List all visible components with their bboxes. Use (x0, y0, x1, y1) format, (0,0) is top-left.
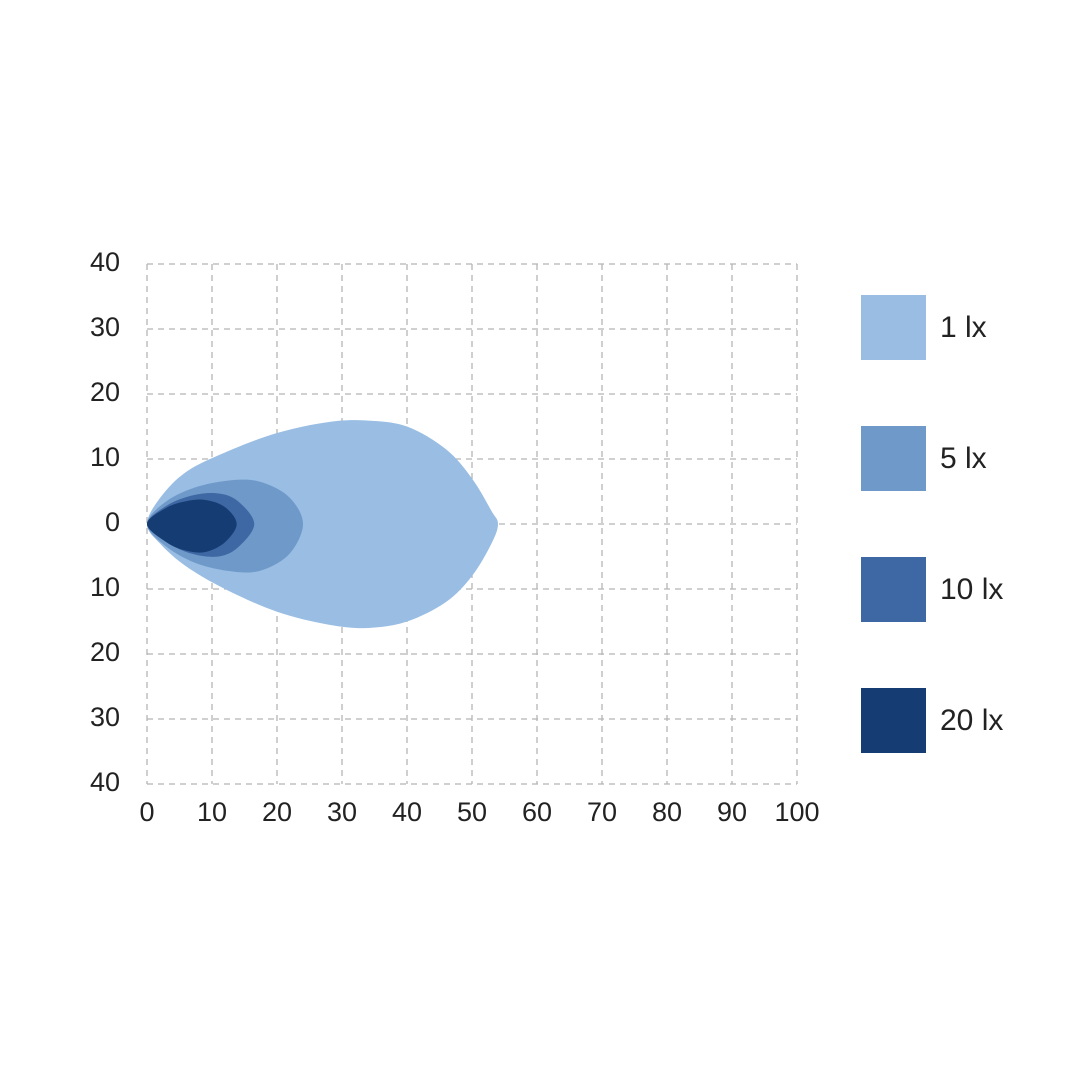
legend-swatch (861, 688, 926, 753)
y-tick-label: 20 (90, 637, 120, 667)
y-tick-label: 10 (90, 572, 120, 602)
x-tick-label: 30 (327, 797, 357, 827)
legend-label: 10 lx (940, 573, 1003, 606)
isolux-area (147, 499, 237, 553)
y-tick-label: 40 (90, 247, 120, 277)
x-tick-label: 100 (774, 797, 819, 827)
legend-swatch (861, 295, 926, 360)
x-tick-label: 80 (652, 797, 682, 827)
legend-swatch (861, 557, 926, 622)
x-tick-label: 50 (457, 797, 487, 827)
y-tick-label: 20 (90, 377, 120, 407)
x-tick-label: 10 (197, 797, 227, 827)
x-tick-label: 40 (392, 797, 422, 827)
x-tick-label: 20 (262, 797, 292, 827)
y-tick-label: 30 (90, 702, 120, 732)
x-tick-label: 60 (522, 797, 552, 827)
y-tick-label: 40 (90, 767, 120, 797)
isolux-area (147, 420, 498, 629)
x-tick-label: 70 (587, 797, 617, 827)
y-tick-label: 30 (90, 312, 120, 342)
legend-label: 5 lx (940, 442, 987, 475)
legend-label: 1 lx (940, 311, 987, 344)
x-tick-label: 0 (139, 797, 154, 827)
x-tick-label: 90 (717, 797, 747, 827)
legend-swatch (861, 426, 926, 491)
y-tick-label: 10 (90, 442, 120, 472)
y-tick-label: 0 (105, 507, 120, 537)
legend-label: 20 lx (940, 704, 1003, 737)
